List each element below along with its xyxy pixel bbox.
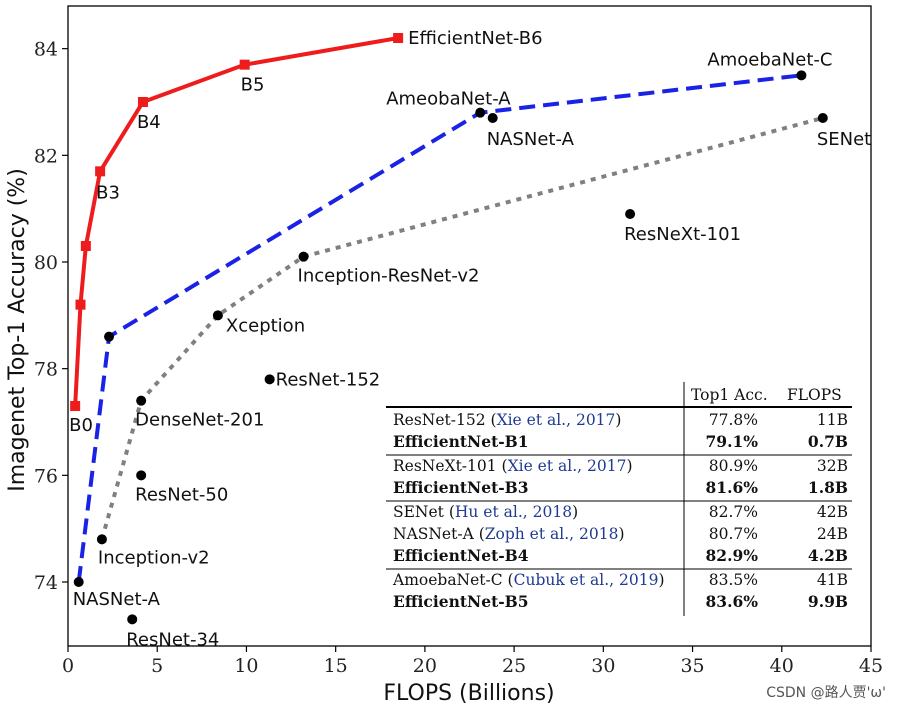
data-point bbox=[137, 97, 148, 107]
y-tick-label: 84 bbox=[34, 39, 58, 61]
series-line bbox=[73, 36, 399, 407]
point-label: B4 bbox=[137, 112, 161, 133]
x-tick-label: 30 bbox=[591, 655, 615, 677]
table-row-flops: 0.7B bbox=[808, 432, 848, 451]
comparison-table: Top1 Acc. FLOPS ResNet-152 (Xie et al., 20… bbox=[384, 378, 854, 618]
data-point bbox=[136, 395, 147, 406]
point-label: ResNet-152 bbox=[276, 369, 381, 390]
point-label: Inception-ResNet-v2 bbox=[298, 266, 480, 287]
table-row-model: ResNeXt-101 (Xie et al., 2017) bbox=[393, 457, 633, 475]
plot-frame bbox=[67, 5, 872, 647]
series-line bbox=[76, 73, 802, 583]
y-tick-label: 80 bbox=[34, 252, 58, 274]
x-tick-label: 20 bbox=[413, 655, 437, 677]
table-row-model: EfficientNet-B3 bbox=[393, 478, 529, 497]
table-row-flops: 41B bbox=[817, 571, 848, 589]
point-label: B0 bbox=[69, 415, 93, 436]
data-point bbox=[298, 251, 309, 262]
series-line bbox=[99, 116, 824, 540]
point-label: AmeobaNet-A bbox=[386, 89, 511, 110]
table-row-flops: 42B bbox=[817, 503, 848, 521]
y-tick-label: 82 bbox=[34, 145, 58, 167]
point-labels: B0 B3 B4 B5 EfficientNet-B6 NASNet-A AmeobaNet… bbox=[69, 28, 871, 650]
table-row-flops: 11B bbox=[817, 411, 848, 429]
point-label: ResNet-50 bbox=[135, 484, 228, 505]
table-row-acc: 81.6% bbox=[706, 478, 759, 497]
table-row-acc: 77.8% bbox=[709, 411, 758, 429]
x-tick-label: 25 bbox=[502, 655, 526, 677]
point-label: Inception-v2 bbox=[98, 547, 210, 568]
table-row-acc: 83.5% bbox=[709, 571, 758, 589]
x-tick-label: 45 bbox=[859, 655, 883, 677]
data-point bbox=[239, 59, 250, 70]
data-point bbox=[136, 470, 147, 481]
point-label: B3 bbox=[96, 182, 120, 203]
point-label: Xception bbox=[226, 315, 305, 336]
point-label: DenseNet-201 bbox=[135, 410, 264, 431]
y-tick-label: 76 bbox=[34, 465, 58, 487]
table-row-acc: 80.7% bbox=[709, 525, 758, 543]
data-point bbox=[264, 374, 275, 385]
series-points bbox=[70, 33, 828, 625]
data-point bbox=[487, 113, 498, 123]
point-label: NASNet-A bbox=[73, 589, 161, 610]
data-point bbox=[104, 331, 115, 342]
table-row-flops: 24B bbox=[817, 525, 848, 543]
table-row-flops: 4.2B bbox=[808, 546, 848, 565]
data-point bbox=[127, 614, 138, 625]
table-row-flops: 1.8B bbox=[808, 478, 848, 497]
table-row-model: NASNet-A (Zoph et al., 2018) bbox=[393, 525, 625, 543]
data-point bbox=[796, 70, 807, 81]
point-label: EfficientNet-B6 bbox=[408, 28, 542, 49]
watermark: CSDN @路人贾'ω' bbox=[766, 685, 886, 701]
table-row-model: AmoebaNet-C (Cubuk et al., 2019) bbox=[392, 571, 665, 589]
y-axis-label: Imagenet Top-1 Accuracy (%) bbox=[5, 168, 30, 492]
table-row-model: SENet (Hu et al., 2018) bbox=[393, 503, 578, 521]
table-row-flops: 32B bbox=[817, 457, 848, 475]
table-row-flops: 9.9B bbox=[808, 592, 848, 611]
data-point bbox=[475, 107, 486, 118]
table-header-acc: Top1 Acc. bbox=[691, 386, 768, 404]
point-label: NASNet-A bbox=[487, 129, 575, 150]
point-label: ResNeXt-101 bbox=[624, 224, 741, 245]
x-axis-ticks: 0 5 10 15 20 25 30 35 40 45 bbox=[62, 646, 883, 677]
table-row-acc: 82.9% bbox=[706, 546, 759, 565]
x-tick-label: 35 bbox=[680, 655, 704, 677]
point-label: B5 bbox=[241, 75, 265, 96]
point-label: SENet bbox=[817, 129, 871, 150]
data-point bbox=[96, 534, 107, 545]
data-point bbox=[212, 310, 223, 321]
table-row-model: EfficientNet-B5 bbox=[393, 592, 529, 611]
point-label: AmoebaNet-C bbox=[707, 49, 832, 70]
y-tick-label: 74 bbox=[34, 572, 58, 594]
x-axis-label: FLOPS (Billions) bbox=[383, 681, 554, 706]
x-tick-label: 0 bbox=[62, 655, 74, 677]
data-point bbox=[73, 577, 84, 587]
table-row-model: EfficientNet-B4 bbox=[393, 546, 529, 565]
point-label: ResNet-34 bbox=[126, 629, 219, 650]
data-point bbox=[625, 209, 636, 219]
x-tick-label: 15 bbox=[324, 655, 348, 677]
y-tick-label: 78 bbox=[34, 359, 58, 381]
x-tick-label: 5 bbox=[151, 655, 163, 677]
x-tick-label: 40 bbox=[770, 655, 794, 677]
data-point bbox=[80, 241, 91, 251]
data-point bbox=[75, 299, 86, 310]
table-row-acc: 83.6% bbox=[706, 592, 759, 611]
table-row-acc: 79.1% bbox=[706, 432, 759, 451]
table-row-model: EfficientNet-B1 bbox=[393, 432, 529, 451]
data-point bbox=[70, 401, 81, 411]
y-axis-ticks: 74 76 78 80 82 84 bbox=[34, 39, 68, 594]
table-header-flops: FLOPS bbox=[787, 386, 842, 404]
data-point bbox=[393, 33, 404, 43]
table-background bbox=[384, 378, 854, 618]
x-tick-label: 10 bbox=[234, 655, 258, 677]
data-point bbox=[817, 113, 828, 123]
data-point bbox=[95, 166, 106, 177]
table-row-acc: 82.7% bbox=[709, 503, 758, 521]
table-row-acc: 80.9% bbox=[709, 457, 758, 475]
table-row-model: ResNet-152 (Xie et al., 2017) bbox=[393, 411, 621, 429]
